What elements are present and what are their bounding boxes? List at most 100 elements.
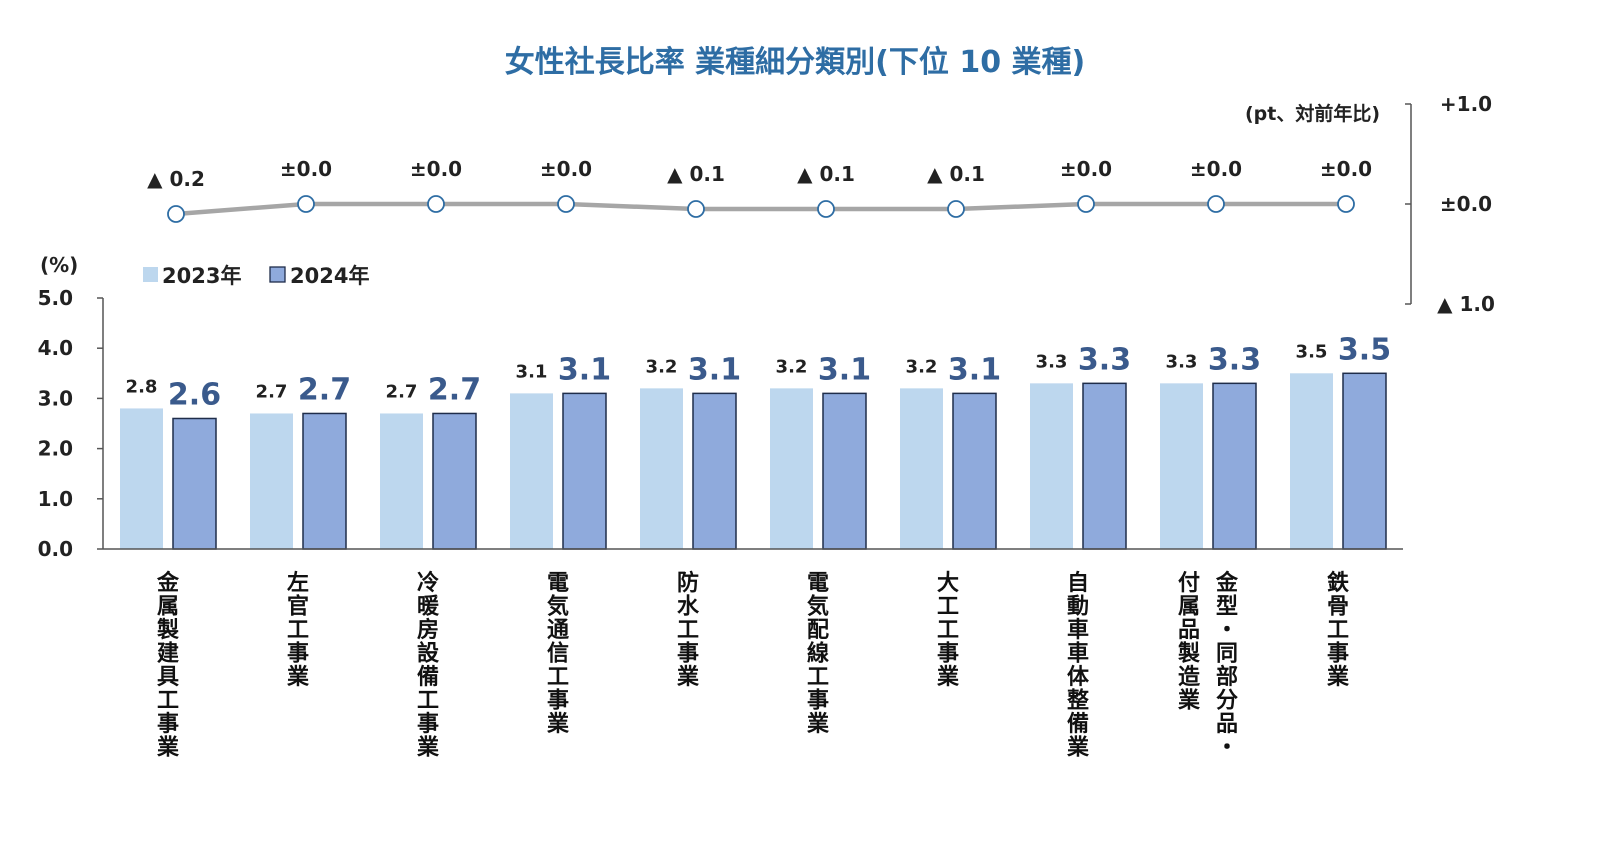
category-label-char: ・	[1216, 736, 1238, 761]
category-label-char: 品	[1178, 618, 1200, 643]
bar-2024	[952, 392, 997, 550]
bar-2023	[380, 413, 423, 549]
data-label-2023: 3.2	[906, 356, 938, 377]
diff-marker	[1337, 195, 1355, 213]
data-label-2023: 3.5	[1296, 341, 1328, 362]
category-label-char: 事	[807, 688, 829, 714]
category-label-char: 骨	[1327, 595, 1349, 620]
data-label-2024: 3.3	[1208, 342, 1261, 377]
category-label-char: 金	[1215, 570, 1239, 596]
y-tick-label: 0.0	[38, 537, 73, 561]
category-label-char: 気	[547, 594, 569, 620]
category-label-char: 建	[157, 642, 179, 667]
category-label-char: 部	[1216, 664, 1238, 690]
category-label-char: 防	[677, 571, 699, 596]
bar-2023	[250, 413, 293, 549]
y-tick-label: 3.0	[38, 386, 73, 410]
category-label-char: 工	[1327, 618, 1349, 643]
bar-2024	[302, 412, 347, 550]
diff-marker	[687, 200, 705, 218]
data-label-2024: 3.1	[818, 352, 871, 387]
category-label-char: 設	[417, 641, 440, 667]
category-label-char: 品	[1216, 712, 1238, 737]
category-label-char: 金	[156, 570, 180, 596]
diff-value-label: ▲ 0.1	[927, 162, 985, 186]
category-label-char: 工	[157, 689, 179, 714]
data-label-2024: 3.3	[1078, 342, 1131, 377]
legend-swatch-2024	[269, 266, 286, 283]
data-label-2024: 2.6	[168, 377, 221, 412]
diff-value-label: ▲ 0.1	[797, 162, 855, 186]
bar-2023	[900, 388, 943, 549]
data-label-2024: 2.7	[298, 372, 351, 407]
bar-2024	[432, 412, 477, 550]
data-label-2023: 2.7	[256, 381, 288, 402]
category-label-char: 通	[547, 618, 569, 643]
category-label-char: 事	[417, 711, 439, 737]
category-label-char: 業	[937, 665, 960, 690]
data-label-2023: 2.8	[126, 376, 158, 397]
diff-line	[175, 201, 1346, 217]
bar-2024	[1342, 372, 1387, 550]
category-label-char: 事	[547, 688, 569, 714]
category-label-char: 工	[807, 665, 829, 690]
y-tick-label: 4.0	[38, 336, 73, 360]
category-label-char: 業	[417, 736, 440, 761]
category-label-char: 配	[807, 618, 829, 643]
category-label-char: 業	[287, 665, 310, 690]
data-label-2023: 3.3	[1036, 351, 1068, 372]
diff-value-label: ±0.0	[1320, 157, 1372, 181]
category-label-char: 房	[417, 617, 439, 643]
bar-2023	[1160, 383, 1203, 549]
diff-value-label: ▲ 0.2	[147, 167, 205, 191]
data-label-2023: 3.2	[646, 356, 678, 377]
diff-line-panel: +1.0 ±0.0 ▲ 1.0 ▲ 0.2 ±0.0 ±0.0 ±0.0 ▲ 0.1 ▲ 0.1…	[147, 92, 1495, 316]
category-label-char: 事	[157, 711, 179, 737]
bar-2023	[1030, 383, 1073, 549]
chart-title: 女性社長比率 業種細分類別(下位 10 業種)	[505, 45, 1086, 80]
data-label-2023: 3.3	[1166, 351, 1198, 372]
diff-marker	[297, 195, 315, 213]
data-label-2023: 2.7	[386, 381, 418, 402]
diff-marker	[167, 205, 185, 223]
y-tick-label: 5.0	[38, 286, 73, 310]
category-label-char: 事	[677, 641, 699, 667]
category-label-char: 鉄	[1327, 570, 1349, 596]
category-label-char: 属	[157, 595, 179, 620]
diff-marker	[947, 200, 965, 218]
category-label-char: 信	[547, 641, 569, 667]
category-label-char: 型	[1216, 595, 1238, 620]
category-label-char: 業	[1327, 665, 1350, 690]
category-label-char: 業	[157, 736, 180, 761]
category-label-char: ・	[1216, 618, 1238, 643]
data-label-2024: 3.1	[558, 352, 611, 387]
data-label-2024: 3.5	[1338, 332, 1391, 367]
y-tick-label: 2.0	[38, 437, 73, 461]
diff-value-label: ±0.0	[540, 157, 592, 181]
category-label-char: 車	[1067, 642, 1089, 667]
category-label-char: 電	[807, 571, 829, 596]
category-label-char: 車	[1067, 618, 1089, 643]
category-label-char: 工	[287, 618, 309, 643]
bar-2023	[1290, 373, 1333, 549]
bar-2024	[562, 392, 607, 550]
category-label-char: 付	[1178, 571, 1200, 596]
bar-2024	[1212, 382, 1257, 550]
category-label-char: 業	[807, 712, 830, 737]
category-label-char: 体	[1067, 665, 1090, 690]
data-label-2023: 3.1	[516, 361, 548, 382]
bar-2024	[172, 417, 217, 550]
bar-2024	[692, 392, 737, 550]
diff-value-label: ±0.0	[1060, 157, 1112, 181]
diff-unit-label: (pt、対前年比)	[1245, 102, 1380, 125]
y-axis-unit: (%)	[40, 253, 78, 277]
category-label-char: 動	[1067, 595, 1089, 620]
category-label-char: 同	[1216, 642, 1238, 667]
category-label-char: 具	[157, 665, 179, 690]
diff-tick-label: +1.0	[1440, 92, 1492, 116]
category-label-char: 左	[287, 570, 309, 596]
diff-marker	[817, 200, 835, 218]
category-label-char: 業	[677, 665, 700, 690]
